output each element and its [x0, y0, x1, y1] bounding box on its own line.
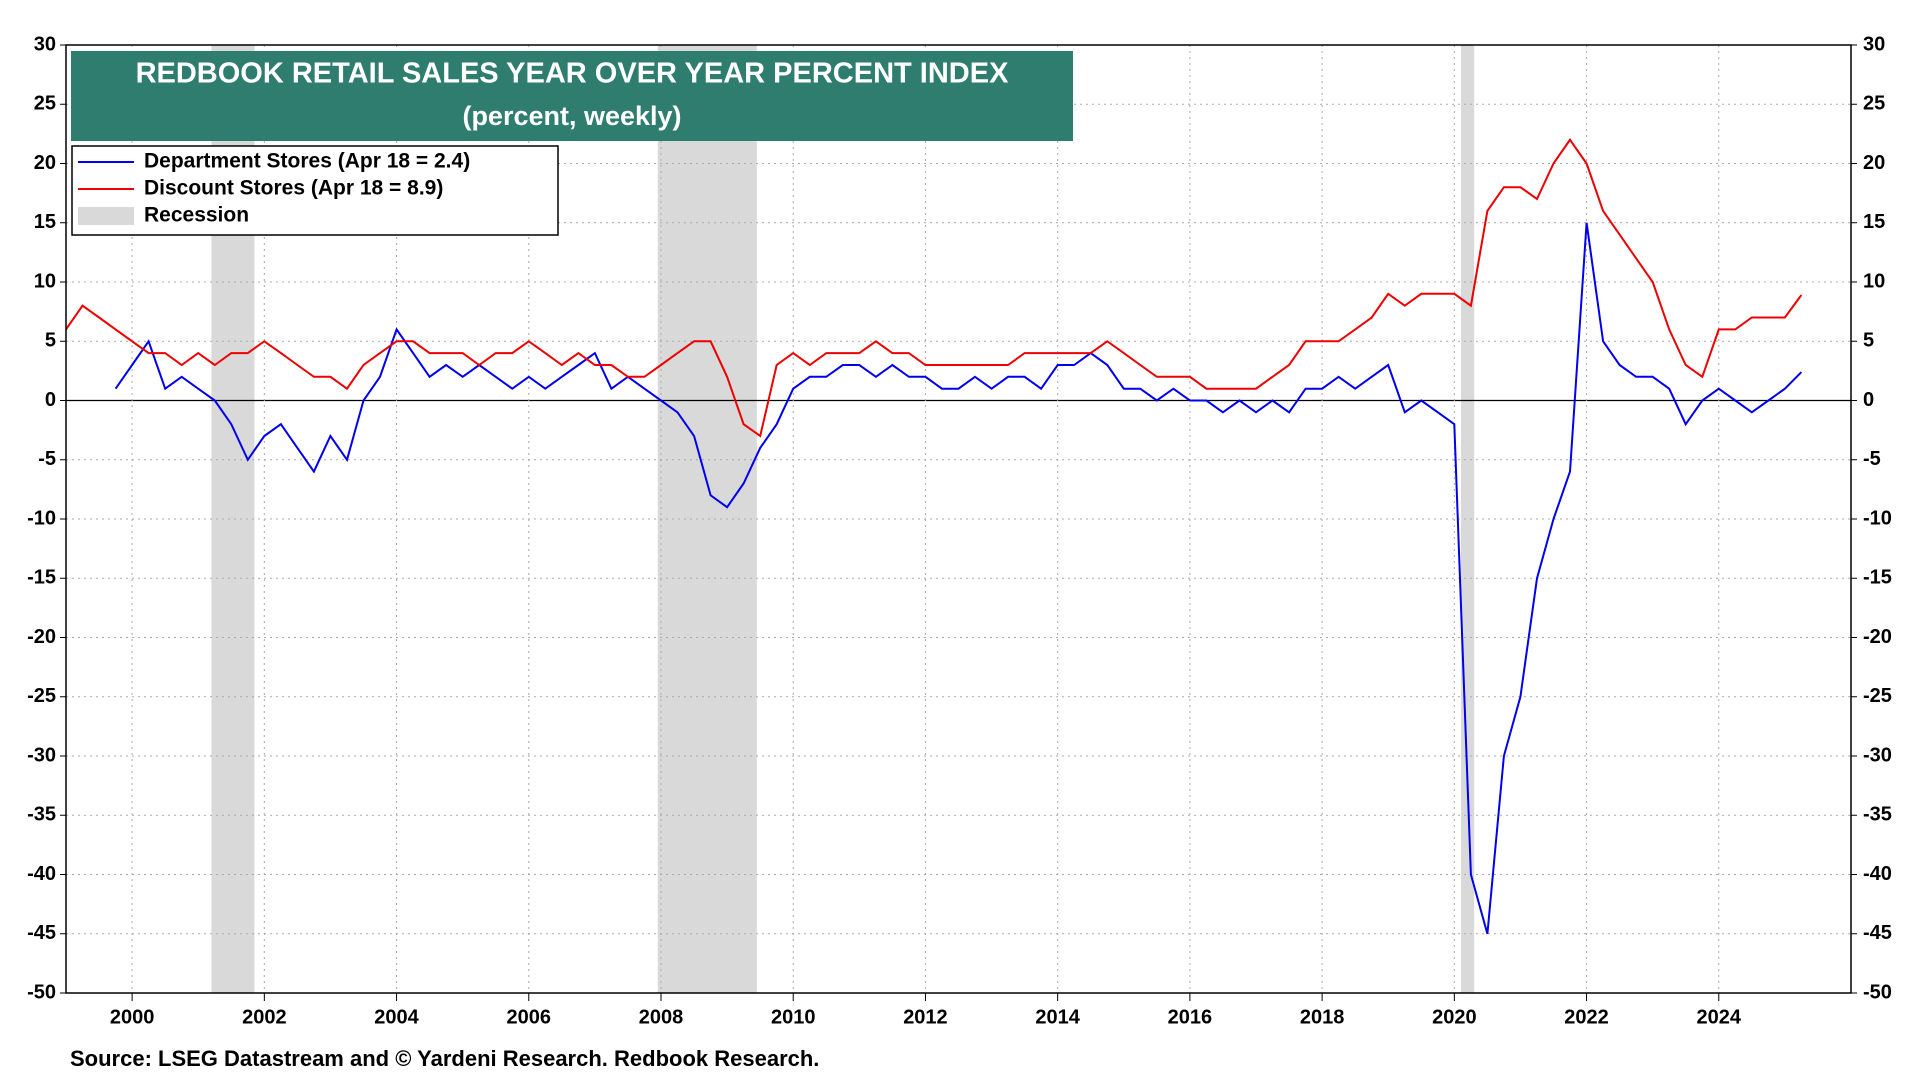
x-tick-label: 2016 — [1168, 1006, 1213, 1028]
x-tick-label: 2014 — [1035, 1006, 1080, 1028]
x-tick-label: 2012 — [903, 1006, 948, 1028]
y2-tick-label: 30 — [1863, 33, 1885, 55]
y2-tick-label: 10 — [1863, 270, 1885, 292]
chart-title: REDBOOK RETAIL SALES YEAR OVER YEAR PERC… — [136, 58, 1009, 90]
y-tick-label: 30 — [34, 33, 56, 55]
x-tick-label: 2008 — [639, 1006, 684, 1028]
y2-tick-label: -50 — [1863, 981, 1892, 1003]
x-tick-label: 2024 — [1697, 1006, 1742, 1028]
y-tick-label: -15 — [27, 567, 56, 589]
series-line — [65, 138, 1803, 438]
y2-tick-label: 0 — [1863, 389, 1874, 411]
y2-tick-label: -25 — [1863, 685, 1892, 707]
chart-subtitle: (percent, weekly) — [462, 101, 681, 131]
y-tick-label: -45 — [27, 922, 56, 944]
recession-band — [1460, 45, 1475, 993]
y2-tick-label: 25 — [1863, 93, 1885, 115]
legend-box — [71, 145, 559, 236]
y-tick-label: -35 — [27, 804, 56, 826]
x-tick-label: 2010 — [771, 1006, 816, 1028]
plot-frame — [65, 44, 1852, 994]
series-line — [114, 222, 1803, 935]
legend-swatch — [78, 207, 134, 225]
y-tick-label: -50 — [27, 981, 56, 1003]
x-tick-label: 2006 — [507, 1006, 552, 1028]
y-tick-label: 25 — [34, 93, 56, 115]
y2-tick-label: -5 — [1863, 448, 1881, 470]
y-tick-label: 15 — [34, 211, 56, 233]
source-note: Source: LSEG Datastream and © Yardeni Re… — [70, 1046, 819, 1071]
y2-tick-label: 15 — [1863, 211, 1885, 233]
legend-label: Recession — [144, 204, 249, 227]
x-tick-label: 2022 — [1564, 1006, 1609, 1028]
recession-band — [657, 45, 757, 993]
y-tick-label: 5 — [45, 330, 56, 352]
y2-tick-label: -40 — [1863, 863, 1892, 885]
x-tick-label: 2002 — [242, 1006, 287, 1028]
legend-label: Discount Stores (Apr 18 = 8.9) — [144, 177, 443, 200]
x-tick-label: 2000 — [110, 1006, 155, 1028]
y-tick-label: -5 — [38, 448, 56, 470]
x-tick-label: 2018 — [1300, 1006, 1345, 1028]
y-tick-label: -20 — [27, 626, 56, 648]
y-tick-label: -10 — [27, 507, 56, 529]
y-tick-label: -30 — [27, 744, 56, 766]
y2-tick-label: 5 — [1863, 330, 1874, 352]
title-box — [71, 51, 1073, 141]
y-tick-label: 10 — [34, 270, 56, 292]
y2-tick-label: -15 — [1863, 567, 1892, 589]
y-tick-label: -40 — [27, 863, 56, 885]
y2-tick-label: -45 — [1863, 922, 1892, 944]
x-tick-label: 2020 — [1432, 1006, 1477, 1028]
y-tick-label: 20 — [34, 152, 56, 174]
y2-tick-label: -20 — [1863, 626, 1892, 648]
y2-tick-label: 20 — [1863, 152, 1885, 174]
y2-tick-label: -30 — [1863, 744, 1892, 766]
y2-tick-label: -10 — [1863, 507, 1892, 529]
x-tick-label: 2004 — [374, 1006, 419, 1028]
y-tick-label: -25 — [27, 685, 56, 707]
y-tick-label: 0 — [45, 389, 56, 411]
legend-label: Department Stores (Apr 18 = 2.4) — [144, 150, 470, 173]
y2-tick-label: -35 — [1863, 804, 1892, 826]
